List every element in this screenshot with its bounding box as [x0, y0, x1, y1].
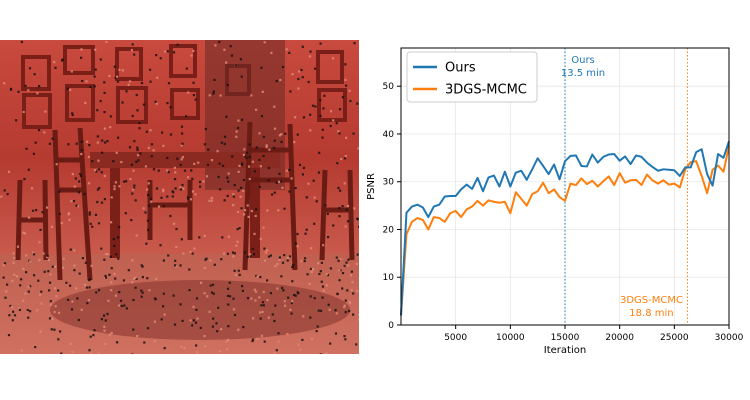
point-overlay: [0, 40, 359, 354]
y-tick-label: 50: [383, 82, 395, 92]
x-tick-label: 10000: [496, 333, 525, 343]
legend: Ours 3DGS-MCMC: [406, 51, 538, 103]
x-tick-label: 30000: [715, 333, 744, 343]
legend-label-ours: Ours: [445, 61, 476, 76]
legend-box: [406, 51, 538, 103]
annotation-time: 13.5 min: [561, 68, 605, 79]
series-lines: [400, 140, 730, 316]
rug: [50, 280, 350, 340]
series-line-ours: [400, 140, 730, 316]
y-tick-label: 10: [383, 273, 395, 283]
legend-label-mcmc: 3DGS-MCMC: [445, 83, 527, 98]
x-tick-label: 5000: [444, 333, 467, 343]
y-axis-label: PSNR: [366, 173, 377, 200]
series-line-mcmc: [400, 145, 730, 316]
x-tick-label: 15000: [551, 333, 580, 343]
psnr-chart-svg: 5000 10000 15000 20000 25000 30000 0 10 20 30 40 5…: [366, 47, 744, 356]
annotation-label: Ours: [571, 55, 595, 66]
chairs: [15, 121, 355, 281]
y-tick-label: 40: [383, 130, 395, 140]
y-tick-label: 30: [383, 178, 395, 188]
scene-photo-svg: [0, 40, 359, 354]
y-tick-label: 0: [388, 321, 394, 331]
annotations: Ours 13.5 min 3DGS-MCMC 18.8 min: [561, 55, 683, 319]
x-tick-label: 25000: [660, 333, 689, 343]
scene-photo: [0, 40, 359, 354]
y-tick-label: 20: [383, 225, 395, 235]
x-tick-label: 20000: [605, 333, 634, 343]
psnr-chart: 5000 10000 15000 20000 25000 30000 0 10 20 30 40 5…: [360, 40, 750, 360]
x-axis-label: Iteration: [544, 345, 586, 356]
annotation-time: 18.8 min: [629, 308, 673, 319]
time-markers: [564, 48, 688, 325]
x-axis-ticks: 5000 10000 15000 20000 25000 30000: [444, 325, 744, 343]
annotation-label: 3DGS-MCMC: [620, 295, 683, 306]
y-axis-ticks: 0 10 20 30 40 50: [383, 82, 401, 331]
